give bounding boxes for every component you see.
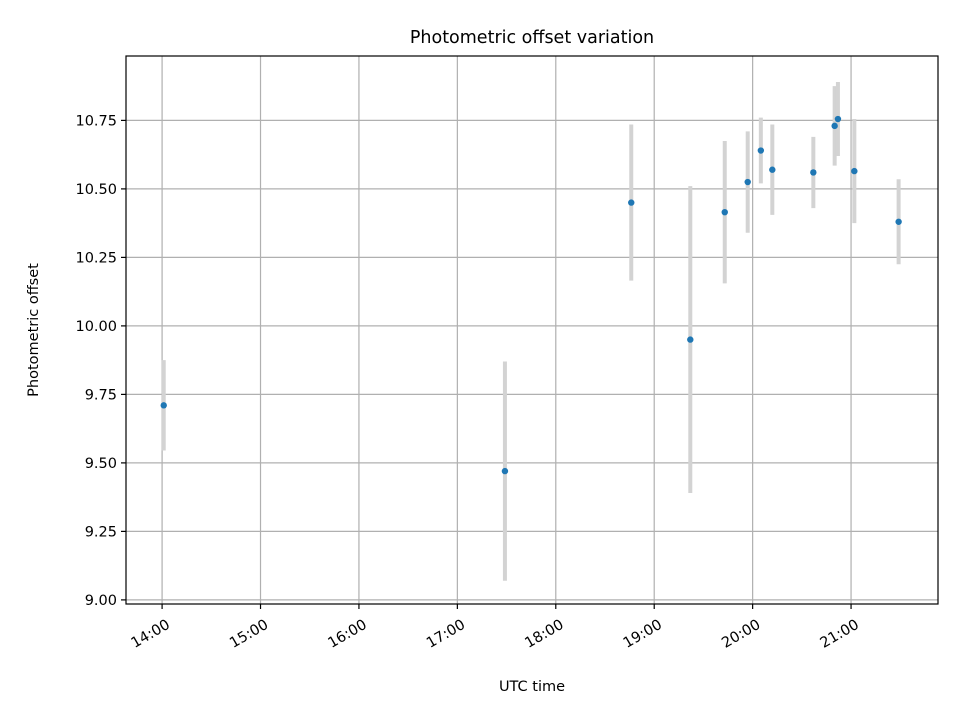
x-tick-label: 17:00 [424, 617, 468, 652]
y-ticks: 9.00 9.25 9.50 9.75 10.00 10.25 10.50 10.75 [75, 113, 126, 609]
y-tick-label: 9.50 [85, 456, 117, 472]
data-point [501, 467, 509, 475]
y-tick-label: 10.75 [75, 113, 117, 129]
data-point [757, 147, 765, 154]
error-bars [161, 82, 901, 581]
y-tick-label: 9.75 [85, 387, 117, 403]
data-point [831, 122, 838, 130]
data-point [628, 199, 635, 206]
x-tick-label: 16:00 [326, 617, 370, 652]
x-axis-label: UTC time [499, 679, 565, 695]
x-tick-label: 19:00 [621, 617, 665, 652]
y-tick-label: 9.00 [85, 593, 117, 609]
data-point [851, 167, 858, 175]
x-tick-label: 14:00 [129, 617, 173, 652]
data-point [744, 178, 751, 186]
x-tick-label: 15:00 [227, 617, 271, 652]
y-tick-label: 10.50 [75, 182, 117, 198]
data-point [895, 218, 902, 225]
data-point [160, 402, 167, 409]
data-point [810, 169, 817, 176]
x-tick-label: 21:00 [818, 617, 862, 652]
data-point [769, 166, 776, 173]
grid-lines [126, 56, 938, 604]
chart-title: Photometric offset variation [410, 28, 654, 48]
y-tick-label: 9.25 [85, 524, 117, 540]
y-axis-label: Photometric offset [26, 263, 42, 397]
x-tick-label: 18:00 [522, 617, 566, 652]
data-point [834, 115, 842, 123]
plot-frame [125, 55, 939, 605]
y-tick-label: 10.00 [75, 319, 117, 335]
x-ticks: 14:00 15:00 16:00 17:00 18:00 19:00 20:00 21:00 [129, 604, 862, 652]
data-point [721, 208, 728, 216]
data-point [687, 336, 694, 343]
y-tick-label: 10.25 [75, 250, 117, 266]
data-points [160, 115, 902, 475]
x-tick-label: 20:00 [719, 617, 763, 652]
